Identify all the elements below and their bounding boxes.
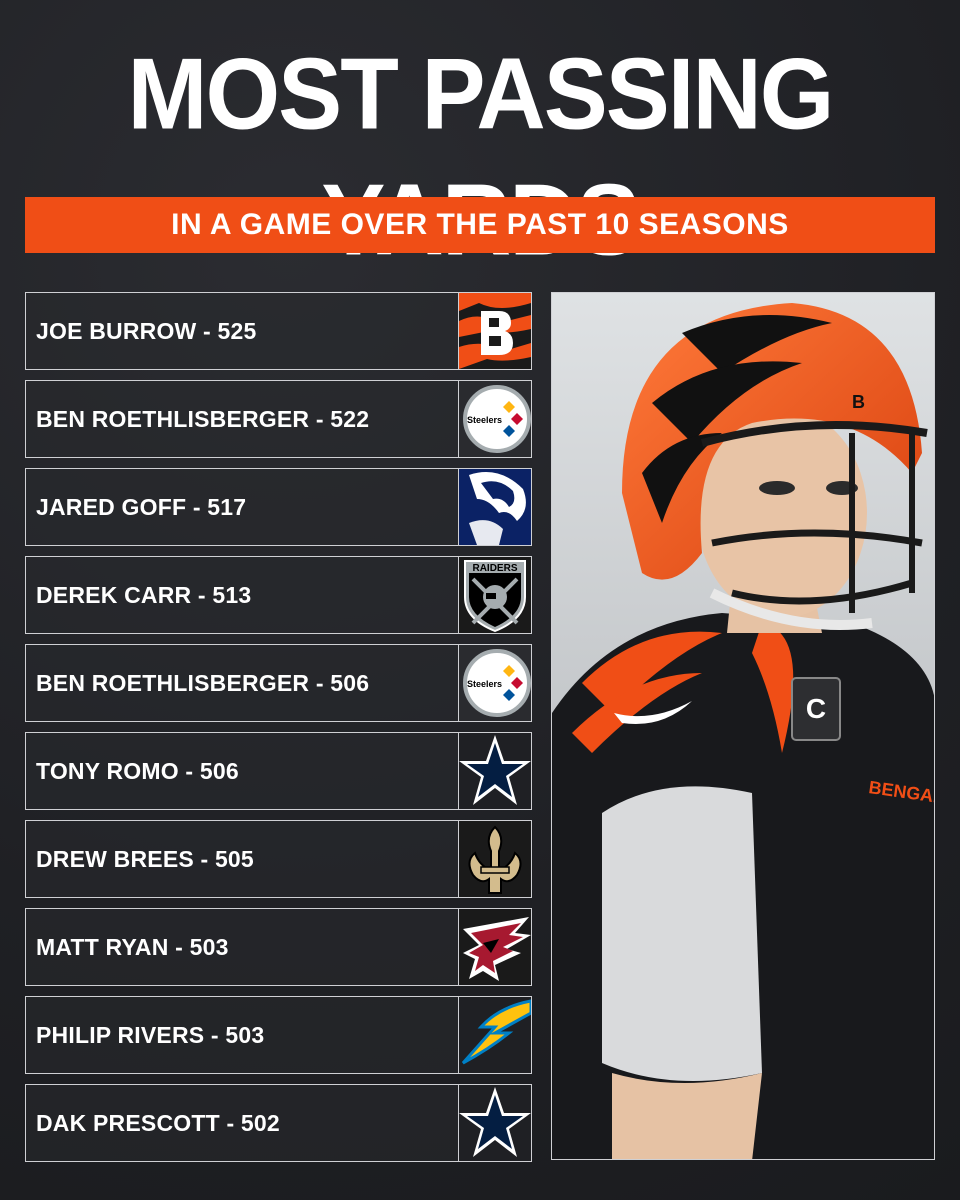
falcons-logo-icon	[458, 909, 531, 985]
subtitle-banner: IN A GAME OVER THE PAST 10 SEASONS	[25, 197, 935, 253]
steelers-logo-text: Steelers	[467, 679, 502, 689]
saints-logo-icon	[458, 821, 531, 897]
captain-patch-text: C	[806, 693, 826, 724]
list-item: BEN ROETHLISBERGER - 506 Steelers	[25, 644, 532, 722]
player-photo: B C BENGALS	[551, 292, 935, 1160]
list-item: DREW BREES - 505	[25, 820, 532, 898]
player-label: DEREK CARR - 513	[36, 581, 252, 608]
player-label: TONY ROMO - 506	[36, 757, 239, 784]
list-item: JARED GOFF - 517	[25, 468, 532, 546]
rams-logo-icon	[458, 469, 531, 545]
player-label: JARED GOFF - 517	[36, 493, 247, 520]
list-item: MATT RYAN - 503	[25, 908, 532, 986]
raiders-logo-icon: RAIDERS	[458, 557, 531, 633]
player-label: JOE BURROW - 525	[36, 317, 257, 344]
leaderboard-list: JOE BURROW - 525 BEN ROETHLISBERGER - 52…	[25, 292, 532, 1172]
bengals-logo-icon	[458, 293, 531, 369]
steelers-logo-text: Steelers	[467, 415, 502, 425]
list-item: DAK PRESCOTT - 502	[25, 1084, 532, 1162]
steelers-logo-icon: Steelers	[458, 645, 531, 721]
player-label: BEN ROETHLISBERGER - 522	[36, 405, 370, 432]
subtitle-text: IN A GAME OVER THE PAST 10 SEASONS	[171, 208, 789, 241]
player-label: DAK PRESCOTT - 502	[36, 1109, 280, 1136]
list-item: DEREK CARR - 513 RAIDERS	[25, 556, 532, 634]
list-item: BEN ROETHLISBERGER - 522 Steelers	[25, 380, 532, 458]
player-label: MATT RYAN - 503	[36, 933, 229, 960]
player-label: DREW BREES - 505	[36, 845, 254, 872]
cowboys-logo-icon	[458, 733, 531, 809]
raiders-logo-text: RAIDERS	[472, 563, 517, 574]
player-label: BEN ROETHLISBERGER - 506	[36, 669, 370, 696]
list-item: PHILIP RIVERS - 503	[25, 996, 532, 1074]
cowboys-logo-icon	[458, 1085, 531, 1161]
steelers-logo-icon: Steelers	[458, 381, 531, 457]
player-label: PHILIP RIVERS - 503	[36, 1021, 265, 1048]
list-item: JOE BURROW - 525	[25, 292, 532, 370]
chargers-logo-icon	[458, 997, 531, 1073]
helmet-logo-text: B	[852, 392, 865, 412]
list-item: TONY ROMO - 506	[25, 732, 532, 810]
